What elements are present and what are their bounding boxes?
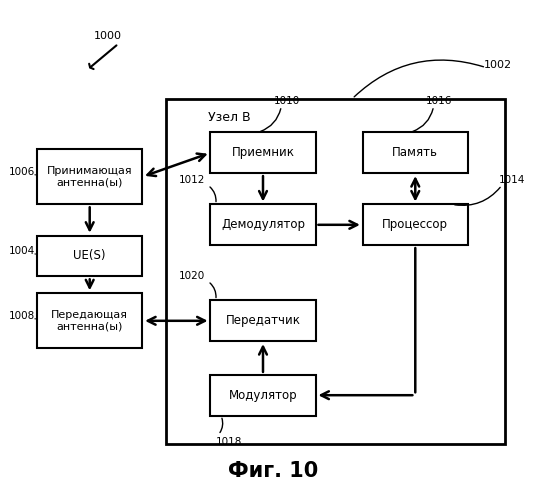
Text: Память: Память: [392, 146, 438, 160]
Text: Передающая
антенна(ы): Передающая антенна(ы): [51, 310, 128, 332]
Text: 1012: 1012: [179, 175, 205, 185]
Text: 1004: 1004: [8, 246, 34, 256]
Text: Передатчик: Передатчик: [225, 314, 300, 328]
Bar: [211, 132, 316, 173]
Text: UE(S): UE(S): [73, 250, 106, 262]
Bar: [363, 204, 468, 245]
Text: Фиг. 10: Фиг. 10: [229, 461, 318, 481]
Text: Приемник: Приемник: [231, 146, 294, 160]
Text: 1016: 1016: [426, 96, 452, 106]
Text: Процессор: Процессор: [382, 218, 449, 232]
Text: Узел B: Узел B: [208, 111, 251, 124]
Text: 1014: 1014: [499, 175, 526, 185]
Text: Модулятор: Модулятор: [229, 388, 298, 402]
Bar: [166, 99, 504, 445]
Bar: [37, 293, 142, 348]
Text: Принимающая
антенна(ы): Принимающая антенна(ы): [47, 166, 132, 188]
Text: 1002: 1002: [484, 60, 511, 70]
Bar: [211, 375, 316, 416]
Bar: [363, 132, 468, 173]
Bar: [211, 204, 316, 245]
Bar: [211, 300, 316, 341]
Text: 1020: 1020: [179, 271, 205, 281]
Text: 1010: 1010: [274, 96, 300, 106]
Bar: [37, 236, 142, 277]
Bar: [37, 149, 142, 204]
Text: 1018: 1018: [216, 437, 242, 447]
Text: 1006: 1006: [8, 167, 34, 177]
Text: 1000: 1000: [94, 31, 122, 41]
Text: 1008: 1008: [8, 311, 34, 321]
Text: Демодулятор: Демодулятор: [221, 218, 305, 232]
